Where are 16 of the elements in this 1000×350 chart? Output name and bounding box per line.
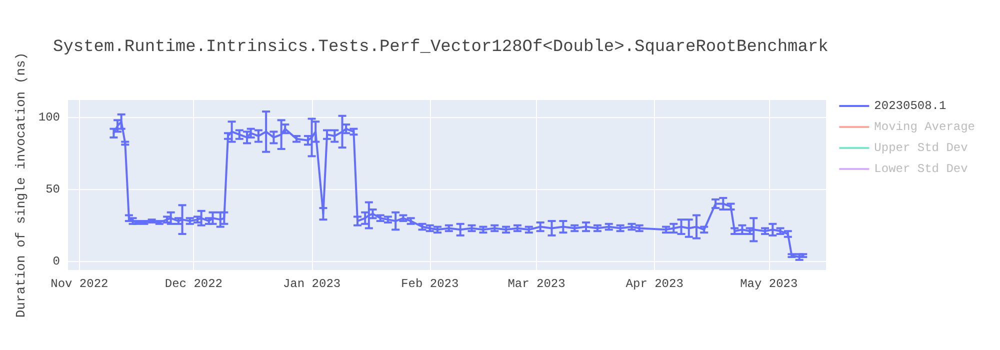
y-axis-title: Duration of single invocation (ns) <box>13 52 28 318</box>
legend-label: Upper Std Dev <box>874 141 968 155</box>
x-tick-label: Mar 2023 <box>508 277 566 291</box>
y-tick-label: 50 <box>46 182 60 196</box>
x-tick-label: Dec 2022 <box>164 277 223 291</box>
y-tick-label: 0 <box>52 254 60 268</box>
x-tick-label: Feb 2023 <box>401 277 459 291</box>
y-tick-label: 100 <box>38 110 60 124</box>
legend-label: 20230508.1 <box>874 99 946 113</box>
legend-label: Moving Average <box>874 120 976 134</box>
legend-label: Lower Std Dev <box>874 162 968 176</box>
chart-title: System.Runtime.Intrinsics.Tests.Perf_Vector128Of<Double>.SquareRootBenchmark <box>53 38 828 57</box>
x-tick-label: Apr 2023 <box>626 277 684 291</box>
x-tick-label: May 2023 <box>740 277 798 291</box>
x-tick-label: Jan 2023 <box>282 277 341 291</box>
x-tick-label: Nov 2022 <box>50 277 108 291</box>
